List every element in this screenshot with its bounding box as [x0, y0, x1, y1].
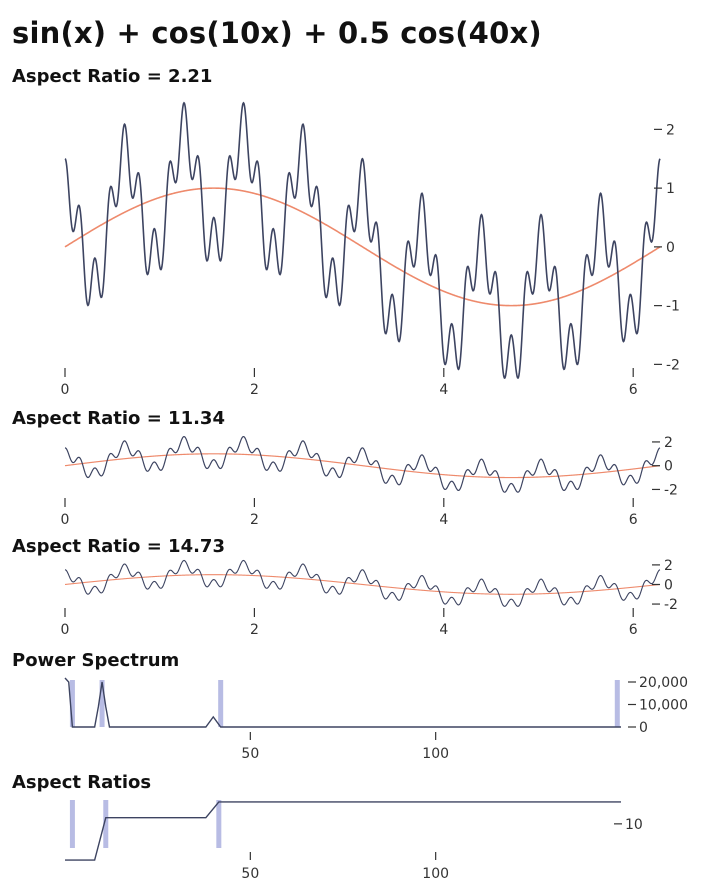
x-tick-label: 0	[61, 622, 70, 638]
x-tick-label: 6	[629, 622, 638, 638]
y-tick-label: 2	[664, 558, 673, 574]
series-line	[65, 801, 621, 861]
x-tick-label: 50	[241, 866, 259, 882]
chart-power-spectrum: 0 10,000 20,000 50 100	[64, 675, 688, 762]
chart-aspect-11: -2 0 2 0 2 4 6	[61, 435, 678, 528]
page-title: sin(x) + cos(10x) + 0.5 cos(40x)	[12, 16, 542, 50]
highlight-bar	[69, 800, 75, 848]
y-tick-label: 10,000	[639, 698, 688, 714]
x-tick-label: 50	[241, 746, 259, 762]
y-tick-label: 0	[666, 240, 675, 256]
highlight-bar	[69, 680, 75, 727]
series-signal	[64, 559, 661, 607]
y-tick-label: 0	[664, 459, 673, 475]
x-tick-label: 100	[422, 866, 449, 882]
series-sin-x	[64, 574, 661, 595]
series-signal	[64, 101, 661, 380]
chart-aspect-14: -2 0 2 0 2 4 6	[61, 558, 678, 638]
y-tick-label: -2	[666, 357, 680, 373]
y-tick-label: -2	[664, 482, 678, 498]
highlight-bar	[99, 680, 105, 727]
y-tick-label: 10	[625, 817, 643, 833]
series-line	[64, 677, 621, 728]
y-tick-label: 0	[639, 720, 648, 736]
chart-title-power-spectrum: Power Spectrum	[12, 650, 180, 671]
x-tick-label: 4	[439, 622, 448, 638]
y-tick-label: 0	[664, 577, 673, 593]
x-tick-label: 6	[629, 382, 638, 398]
y-tick-label: -2	[664, 597, 678, 613]
x-tick-label: 4	[439, 512, 448, 528]
x-tick-label: 2	[250, 512, 259, 528]
highlight-bar	[216, 800, 222, 848]
series-sin-x	[64, 187, 661, 307]
x-tick-label: 6	[629, 512, 638, 528]
x-tick-label: 2	[250, 622, 259, 638]
y-tick-label: -1	[666, 299, 680, 315]
x-tick-label: 100	[422, 746, 449, 762]
x-tick-label: 0	[61, 382, 70, 398]
y-tick-label: 20,000	[639, 675, 688, 691]
highlight-bar	[218, 680, 224, 727]
y-tick-label: 2	[666, 122, 675, 138]
series-sin-x	[64, 453, 661, 479]
x-tick-label: 2	[250, 382, 259, 398]
chart-aspect-ratios: 10 50 100	[65, 800, 643, 882]
y-tick-label: 1	[666, 181, 675, 197]
series-signal	[64, 435, 661, 493]
chart-title-aspect-2: Aspect Ratio = 2.21	[12, 66, 213, 87]
chart-title-aspect-ratios: Aspect Ratios	[12, 772, 152, 793]
chart-title-aspect-11: Aspect Ratio = 11.34	[12, 408, 225, 429]
chart-aspect-2: -2 -1 0 1 2 0 2 4 6	[61, 101, 680, 398]
chart-title-aspect-14: Aspect Ratio = 14.73	[12, 536, 225, 557]
y-tick-label: 2	[664, 435, 673, 451]
x-tick-label: 0	[61, 512, 70, 528]
highlight-bar	[103, 800, 109, 848]
x-tick-label: 4	[439, 382, 448, 398]
highlight-bar	[614, 680, 620, 727]
